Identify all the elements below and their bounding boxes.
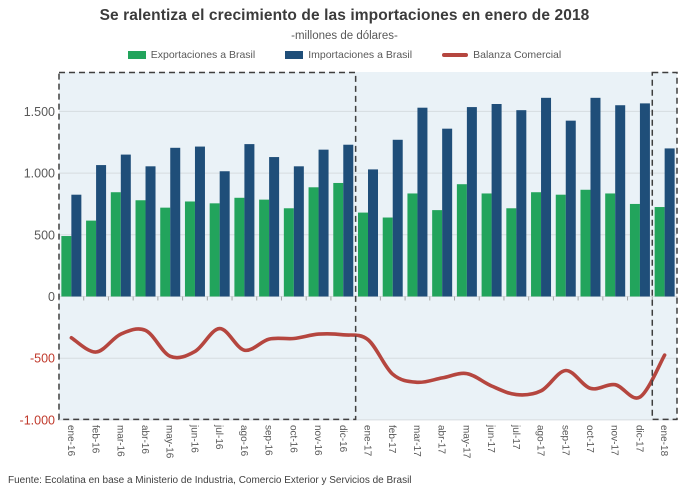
bar-imports [293,166,304,297]
legend-item-exports: Exportaciones a Brasil [127,49,256,61]
bar-exports [184,201,195,297]
bar-imports [442,128,453,297]
source-note: Fuente: Ecolatina en base a Ministerio d… [8,475,412,486]
bar-exports [283,208,294,297]
bar-imports [664,148,675,297]
bar-exports [135,200,146,297]
x-axis-label: oct-17 [584,425,595,453]
bar-imports [368,169,378,297]
x-axis-label: nov-16 [312,425,323,456]
bar-imports [219,171,230,297]
bar-exports [382,217,393,297]
x-axis-label: jun-17 [485,424,496,453]
y-axis-label: 1.500 [24,105,55,119]
bar-imports [417,107,428,297]
bar-imports [96,165,107,297]
bar-imports [145,166,156,297]
bar-exports [481,193,492,297]
bar-exports [86,220,97,297]
x-axis-label: abr-17 [436,425,447,454]
x-axis-label: mar-17 [411,425,422,457]
bar-imports [565,120,576,297]
x-axis-label: ene-18 [658,425,669,457]
bar-imports [541,97,552,297]
bar-exports [580,189,591,297]
legend-label-imports: Importaciones a Brasil [308,49,413,61]
x-axis-label: may-16 [164,425,175,459]
legend-label-exports: Exportaciones a Brasil [150,49,256,61]
bar-imports [639,103,650,297]
chart-legend: Exportaciones a Brasil Importaciones a B… [0,49,689,61]
x-axis-label: jul-17 [510,424,521,450]
bar-imports [466,107,477,297]
y-axis-label: -1.000 [20,413,55,427]
imports-swatch-icon [285,51,304,59]
x-axis-label: jul-16 [213,424,224,450]
bar-imports [120,154,131,297]
bar-exports [358,212,368,297]
legend-label-balance: Balanza Comercial [473,49,562,61]
x-axis-label: sep-17 [559,425,570,456]
x-axis-label: oct-16 [287,425,298,453]
x-axis-label: mar-16 [114,425,125,457]
x-axis-label: nov-17 [609,425,620,456]
bar-imports [491,103,502,297]
bar-imports [269,157,280,297]
bar-exports [61,236,72,297]
x-axis-label: abr-16 [139,425,150,454]
bar-imports [590,97,601,297]
bar-exports [160,207,171,297]
bar-imports [615,105,626,297]
bar-exports [605,193,616,297]
bar-imports [244,144,255,297]
bar-exports [234,197,245,297]
bar-imports [516,110,527,297]
bar-imports [170,147,181,297]
exports-swatch-icon [127,51,146,59]
x-axis-label: ago-16 [238,425,249,457]
legend-item-balance: Balanza Comercial [442,49,561,61]
y-axis-label: 500 [34,228,55,242]
x-axis-label: feb-16 [90,425,101,454]
bar-imports [343,144,354,297]
highlight-box [651,71,678,421]
bar-exports [555,194,566,297]
bar-exports [432,210,443,297]
x-axis-label: dic-17 [633,425,644,453]
x-axis-label: jun-16 [189,424,200,453]
bar-imports [194,146,205,297]
bar-exports [456,184,467,297]
bar-exports [506,208,517,297]
highlight-box [58,71,357,421]
x-axis-label: ene-16 [65,425,76,457]
chart-subtitle: -millones de dólares- [291,30,398,42]
bar-imports [71,194,82,297]
bar-exports [259,199,270,297]
x-axis-label: sep-16 [263,425,274,456]
x-axis-label: ene-17 [362,425,373,457]
balance-swatch-icon [442,53,469,57]
x-axis-label: feb-17 [386,425,397,454]
y-axis-label: -500 [30,352,55,366]
x-axis-label: ago-17 [535,425,546,457]
bar-exports [209,203,220,297]
bar-exports [308,187,319,297]
chart-title: Se ralentiza el crecimiento de las impor… [99,7,590,24]
legend-item-imports: Importaciones a Brasil [285,49,412,61]
y-axis-label: 1.000 [24,167,55,181]
bar-exports [531,192,542,297]
bar-exports [333,182,344,297]
bar-exports [110,192,121,297]
x-axis-label: may-17 [460,425,471,459]
bar-exports [629,203,640,297]
bar-exports [654,207,665,297]
bar-exports [407,193,418,297]
bar-imports [318,149,329,297]
y-axis-label: 0 [48,290,55,304]
x-axis-label: dic-16 [337,425,348,453]
bar-imports [392,139,403,297]
balance-line [69,326,667,400]
